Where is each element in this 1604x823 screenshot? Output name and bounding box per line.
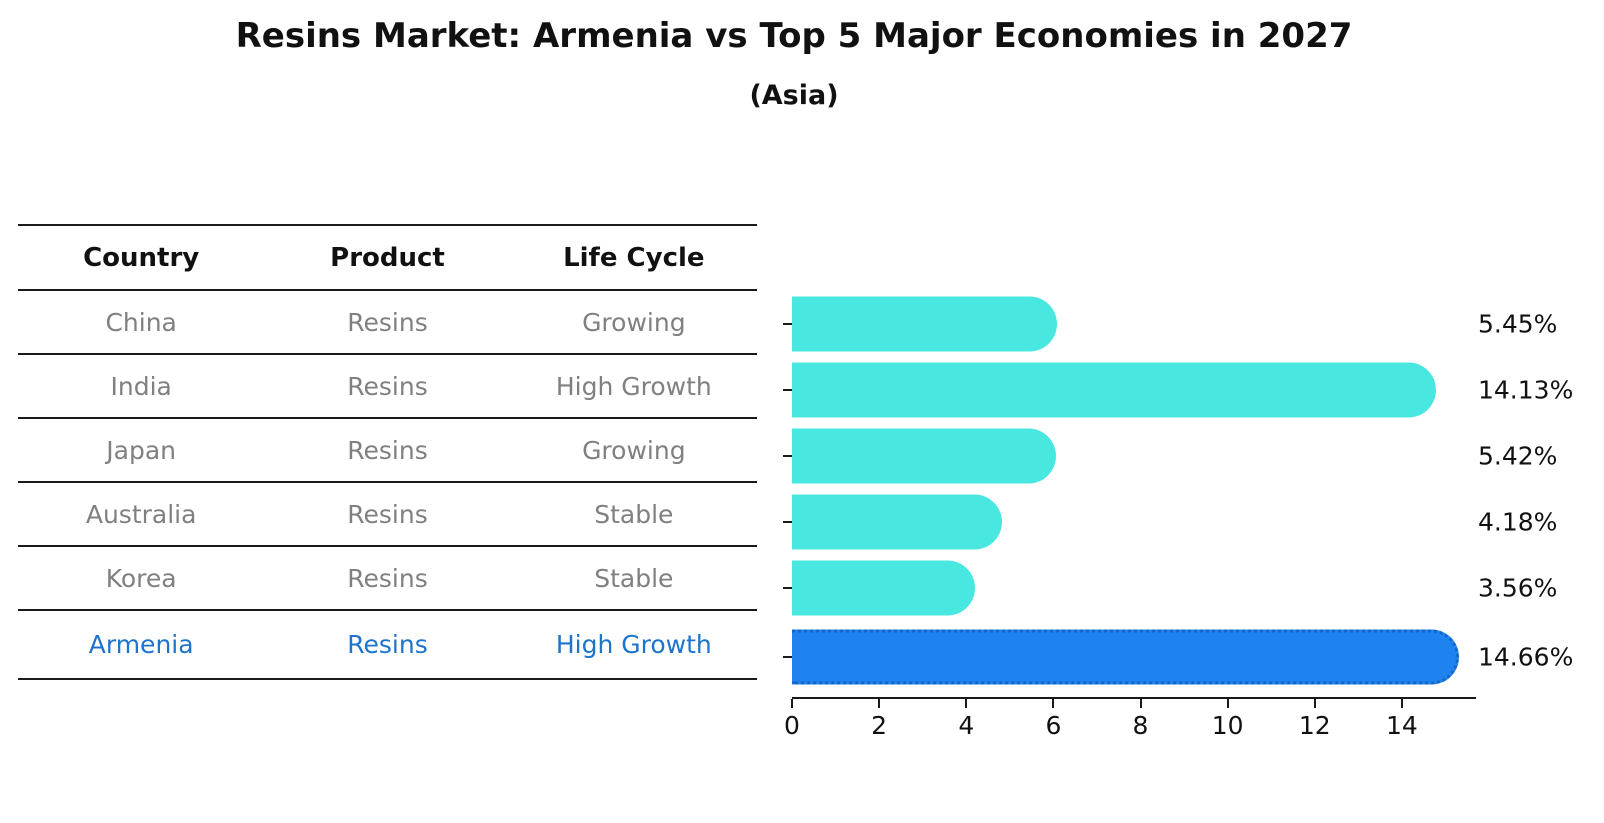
bar-value-label: 4.18% [1478,507,1558,537]
y-tick [783,655,792,658]
x-tick-mark [1052,699,1055,708]
column-header-life-cycle: Life Cycle [563,242,705,273]
data-table: Country Product Life Cycle China Resins … [18,224,757,680]
y-tick [783,323,792,325]
bar-value-label: 3.56% [1478,573,1558,603]
bar-value-label: 14.66% [1478,642,1574,671]
column-header-product: Product [330,242,445,273]
x-tick: 14 [1386,699,1418,740]
x-tick-label: 6 [1045,711,1062,740]
cell-product: Resins [347,630,428,659]
bar [792,362,1436,418]
x-tick: 6 [1045,699,1061,740]
cell-country: Korea [105,563,177,593]
cell-product: Resins [347,307,428,337]
x-tick-mark [1139,699,1142,708]
x-tick-mark [1400,699,1403,708]
cell-life-cycle: High Growth [555,371,712,401]
x-tick-mark [965,699,968,708]
cell-product: Resins [347,563,428,593]
bar [792,629,1459,684]
bar [792,428,1056,484]
y-tick [783,389,792,391]
x-tick-label: 2 [871,711,888,740]
column-header-country: Country [83,242,200,273]
x-tick-label: 14 [1385,711,1418,740]
bar [792,296,1057,352]
x-tick-label: 0 [784,711,800,740]
table-row: Korea Resins Stable [18,547,757,611]
x-tick-mark [1226,699,1229,708]
cell-country: Australia [85,499,197,529]
bar-value-label: 5.45% [1478,309,1558,339]
x-axis-ticks: 0 2 4 6 8 10 12 14 [784,699,1476,749]
chart-row: 4.18% [783,489,1557,555]
cell-country: Armenia [88,630,194,659]
table-row: India Resins High Growth [18,355,757,419]
x-tick: 0 [784,699,800,740]
cell-life-cycle: Growing [582,435,686,465]
x-tick: 8 [1133,699,1148,740]
x-tick: 12 [1299,699,1331,740]
cell-life-cycle: Stable [594,563,674,593]
x-tick-mark [878,699,881,708]
cell-country: India [110,371,172,401]
table-row: China Resins Growing [18,291,757,355]
table-row: Australia Resins Stable [18,483,757,547]
cell-product: Resins [347,499,428,529]
cell-product: Resins [347,435,428,465]
table-row: Japan Resins Growing [18,419,757,483]
cell-life-cycle: Growing [582,307,686,337]
x-tick-mark [1313,699,1316,708]
bar-value-label: 14.13% [1478,375,1574,405]
chart-row: 5.45% [783,291,1557,357]
cell-country: China [105,307,177,337]
cell-life-cycle: Stable [594,499,674,529]
x-tick: 4 [958,699,974,740]
bar-value-label: 5.42% [1478,441,1558,471]
y-tick [783,521,792,523]
table-row: Armenia Resins High Growth [18,611,757,680]
bar [792,560,975,616]
x-axis-line [792,697,1476,699]
table-header-row: Country Product Life Cycle [18,226,757,291]
plot-area: 5.45% 14.13% 5.42% 4.18% 3.56% 14.66% [783,291,1573,692]
x-tick: 10 [1212,699,1244,740]
chart-title: Resins Market: Armenia vs Top 5 Major Ec… [235,16,1353,56]
cell-life-cycle: High Growth [555,630,712,659]
x-tick-mark [791,699,793,708]
x-tick-label: 10 [1211,711,1244,740]
x-tick-label: 4 [958,711,975,740]
cell-country: Japan [106,435,177,465]
x-tick-label: 12 [1298,711,1331,740]
x-tick: 2 [871,699,887,740]
chart-row: 5.42% [783,423,1557,489]
chart-row: 3.56% [783,555,1557,621]
y-tick [783,455,792,457]
x-tick-label: 8 [1132,711,1149,740]
bar [792,494,1002,550]
cell-product: Resins [347,371,428,401]
chart-subtitle: (Asia) [749,80,839,111]
chart-row: 14.13% [783,357,1573,423]
y-tick [783,587,792,589]
chart-row: 14.66% [783,621,1573,692]
